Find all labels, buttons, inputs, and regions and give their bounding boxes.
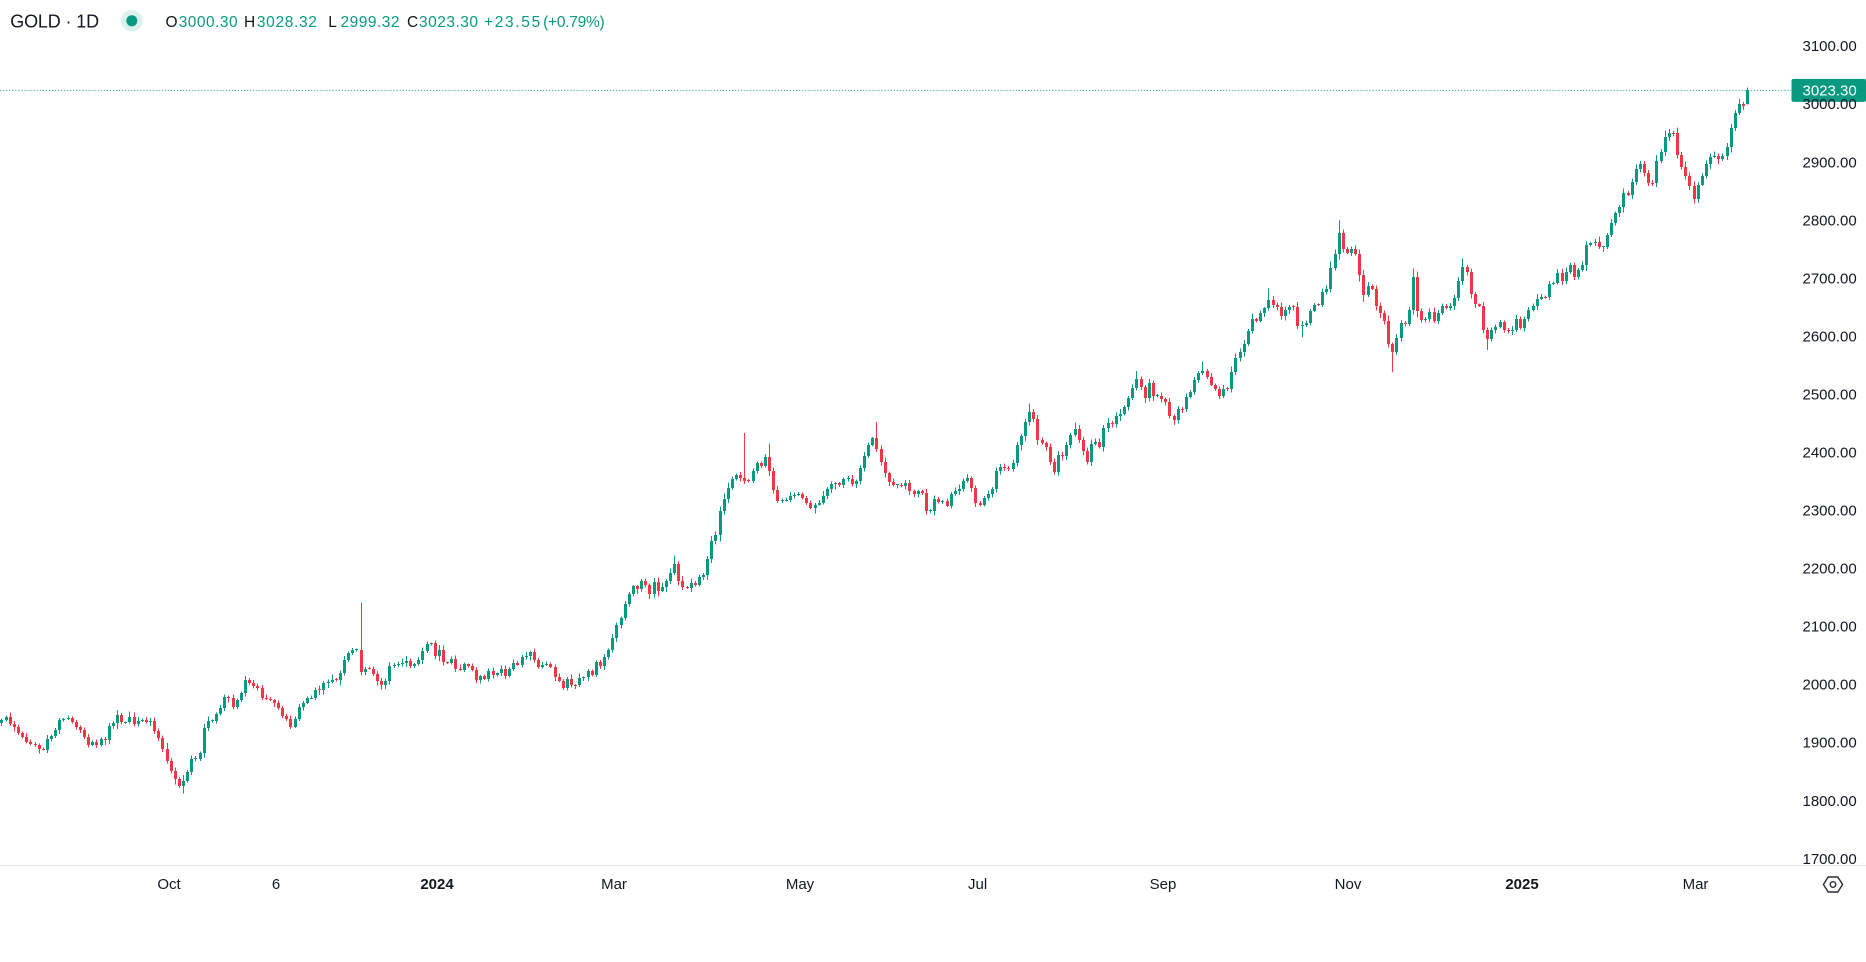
- svg-text:Nov: Nov: [1335, 876, 1362, 893]
- svg-text:GOLD · 1D: GOLD · 1D: [10, 12, 99, 32]
- svg-text:2100.00: 2100.00: [1803, 619, 1857, 636]
- svg-text:2500.00: 2500.00: [1803, 387, 1857, 404]
- svg-text:1900.00: 1900.00: [1803, 735, 1857, 752]
- svg-text:Sep: Sep: [1150, 876, 1177, 893]
- svg-text:Oct: Oct: [157, 876, 181, 893]
- svg-text:1800.00: 1800.00: [1803, 793, 1857, 810]
- svg-text:2300.00: 2300.00: [1803, 503, 1857, 520]
- svg-text:2600.00: 2600.00: [1803, 328, 1857, 345]
- svg-text:2000.00: 2000.00: [1803, 677, 1857, 694]
- svg-text:3000.00: 3000.00: [1803, 96, 1857, 113]
- svg-text:2800.00: 2800.00: [1803, 212, 1857, 229]
- svg-text:Jul: Jul: [968, 876, 987, 893]
- svg-text:2024: 2024: [420, 876, 454, 893]
- svg-text:2700.00: 2700.00: [1803, 270, 1857, 287]
- svg-text:Mar: Mar: [1683, 876, 1709, 893]
- svg-text:Mar: Mar: [601, 876, 627, 893]
- svg-text:2200.00: 2200.00: [1803, 561, 1857, 578]
- svg-text:May: May: [786, 876, 815, 893]
- svg-text:2400.00: 2400.00: [1803, 445, 1857, 462]
- svg-text:2900.00: 2900.00: [1803, 154, 1857, 171]
- svg-text:6: 6: [272, 876, 280, 893]
- svg-text:2025: 2025: [1505, 876, 1538, 893]
- svg-text:3023.30: 3023.30: [1803, 83, 1857, 100]
- svg-text:1700.00: 1700.00: [1803, 851, 1857, 868]
- svg-text:3100.00: 3100.00: [1803, 38, 1857, 55]
